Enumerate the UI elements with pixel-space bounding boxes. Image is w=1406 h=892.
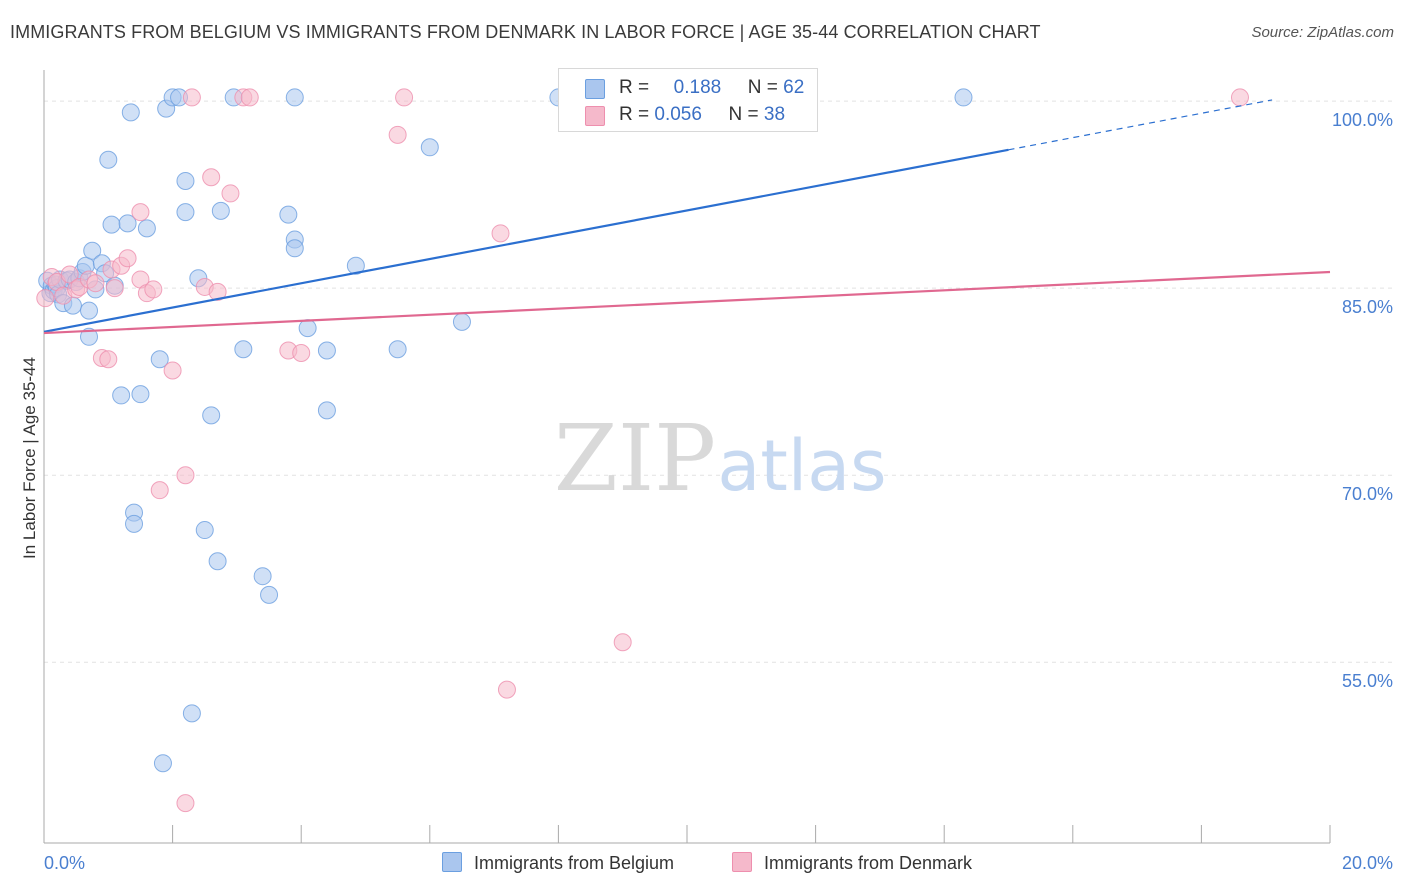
- watermark-atlas: atlas: [717, 425, 886, 507]
- y-tick-label: 70.0%: [1342, 484, 1393, 504]
- r-value: 0.056: [654, 104, 702, 125]
- denmark-point: [144, 280, 163, 299]
- belgium-point: [102, 215, 121, 234]
- n-label: N =: [728, 104, 759, 125]
- r-value: 0.188: [673, 77, 722, 98]
- belgium-point: [195, 521, 214, 540]
- denmark-point: [395, 88, 414, 107]
- belgium-point: [317, 401, 336, 420]
- belgium-point: [317, 341, 336, 360]
- gridlines: [44, 100, 1393, 663]
- belgium-point: [388, 340, 407, 359]
- n-value: 38: [763, 104, 786, 125]
- belgium-trend-extension: [1008, 99, 1273, 151]
- axes: [43, 70, 1331, 844]
- denmark-point: [491, 224, 510, 243]
- denmark-legend-swatch: [732, 852, 752, 872]
- belgium-trend-line: [43, 148, 1009, 333]
- denmark-point: [99, 350, 118, 369]
- denmark-point: [105, 279, 124, 298]
- denmark-point: [497, 680, 516, 699]
- belgium-point: [208, 552, 227, 571]
- trend-lines: [43, 99, 1331, 335]
- denmark-point: [36, 289, 55, 308]
- denmark-point: [86, 274, 105, 293]
- belgium-point: [176, 203, 195, 222]
- belgium-point: [346, 256, 365, 275]
- denmark-point: [60, 265, 79, 284]
- belgium-point: [211, 201, 230, 220]
- belgium-point: [420, 138, 439, 157]
- belgium-point: [234, 340, 253, 359]
- denmark-swatch: [585, 106, 605, 126]
- belgium-point: [80, 301, 99, 320]
- belgium-point: [121, 103, 140, 122]
- belgium-point: [112, 386, 131, 405]
- belgium-point: [452, 312, 471, 331]
- belgium-point: [285, 88, 304, 107]
- denmark-point: [131, 203, 150, 222]
- watermark: ZIP atlas: [554, 405, 887, 512]
- stats-legend: R = 0.188 N = 62 R = 0.056 N = 38: [558, 68, 818, 132]
- r-label: R =: [619, 77, 650, 98]
- denmark-point: [221, 184, 240, 203]
- legend-item-belgium: Immigrants from Belgium: [442, 852, 674, 874]
- denmark-point: [388, 125, 407, 144]
- watermark-zip: ZIP: [554, 405, 716, 512]
- belgium-point: [99, 150, 118, 169]
- belgium-legend-swatch: [442, 852, 462, 872]
- denmark-point: [176, 466, 195, 485]
- denmark-trend-line: [43, 270, 1331, 335]
- belgium-point: [176, 171, 195, 190]
- data-points: [36, 88, 1249, 813]
- belgium-point: [131, 385, 150, 404]
- denmark-point: [182, 88, 201, 107]
- denmark-point: [208, 282, 227, 301]
- belgium-swatch: [585, 79, 605, 99]
- belgium-point: [83, 241, 102, 260]
- belgium-point: [80, 327, 99, 346]
- r-label: R =: [619, 104, 650, 125]
- belgium-point: [182, 704, 201, 723]
- denmark-point: [240, 88, 259, 107]
- denmark-point: [1230, 88, 1249, 107]
- denmark-point: [163, 361, 182, 380]
- belgium-point: [153, 754, 172, 773]
- legend-label-denmark: Immigrants from Denmark: [764, 853, 973, 873]
- n-label: N =: [747, 77, 778, 98]
- chart-title: IMMIGRANTS FROM BELGIUM VS IMMIGRANTS FR…: [10, 22, 1041, 42]
- n-value: 62: [783, 77, 805, 98]
- y-tick-label: 55.0%: [1342, 671, 1393, 691]
- belgium-point: [260, 585, 279, 604]
- belgium-point: [954, 88, 973, 107]
- denmark-point: [613, 633, 632, 652]
- denmark-point: [292, 344, 311, 363]
- belgium-point: [150, 350, 169, 369]
- source-label: Source: ZipAtlas.com: [1251, 24, 1394, 41]
- belgium-point: [279, 205, 298, 224]
- belgium-point: [137, 219, 156, 238]
- x-tick-label: 20.0%: [1342, 853, 1393, 873]
- tick-labels: 100.0% 85.0% 70.0% 55.0% 0.0% 20.0%: [44, 110, 1393, 873]
- belgium-point: [253, 567, 272, 586]
- belgium-point: [202, 406, 221, 425]
- belgium-point: [125, 514, 144, 533]
- y-tick-label: 100.0%: [1332, 110, 1393, 130]
- legend-label-belgium: Immigrants from Belgium: [474, 853, 675, 873]
- legend-item-denmark: Immigrants from Denmark: [732, 852, 972, 874]
- denmark-point: [118, 249, 137, 268]
- x-tick-label: 0.0%: [44, 853, 85, 873]
- y-tick-label: 85.0%: [1342, 297, 1393, 317]
- belgium-point: [285, 239, 304, 258]
- belgium-point: [298, 319, 317, 338]
- denmark-point: [176, 794, 195, 813]
- belgium-point: [118, 214, 137, 233]
- denmark-point: [150, 481, 169, 500]
- denmark-point: [202, 168, 221, 187]
